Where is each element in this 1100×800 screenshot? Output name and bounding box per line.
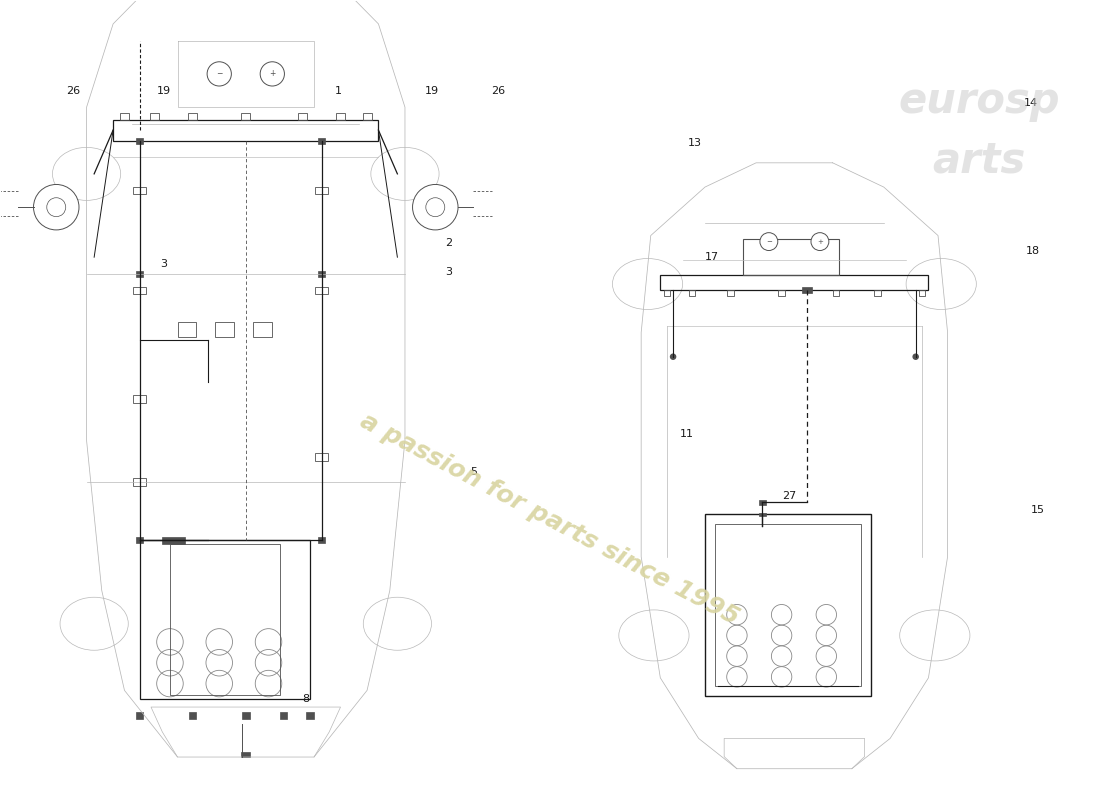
Text: −: −: [766, 238, 772, 245]
Circle shape: [760, 233, 778, 250]
Bar: [135, 138, 143, 143]
Text: 13: 13: [688, 138, 702, 148]
Text: 17: 17: [705, 251, 719, 262]
Bar: [833, 290, 839, 296]
Text: +: +: [817, 238, 823, 245]
Bar: [279, 711, 287, 719]
Circle shape: [913, 354, 918, 359]
Bar: [759, 499, 766, 505]
Bar: [242, 711, 250, 719]
Text: 8: 8: [301, 694, 309, 704]
Text: arts: arts: [933, 140, 1025, 182]
Text: 5: 5: [470, 466, 476, 477]
Bar: [802, 287, 812, 294]
Bar: [241, 753, 251, 757]
Text: 19: 19: [425, 86, 439, 97]
Text: +: +: [270, 70, 275, 78]
Bar: [318, 538, 326, 543]
Text: 26: 26: [66, 86, 80, 97]
Text: 3: 3: [446, 267, 452, 278]
Bar: [705, 514, 871, 696]
Text: 27: 27: [782, 490, 796, 501]
Text: 3: 3: [161, 259, 167, 270]
Bar: [660, 275, 928, 290]
Circle shape: [207, 62, 231, 86]
Bar: [135, 711, 143, 719]
Bar: [133, 478, 146, 486]
Bar: [727, 290, 734, 296]
Bar: [336, 113, 345, 120]
Bar: [133, 286, 146, 294]
Bar: [779, 290, 784, 296]
Bar: [318, 138, 326, 143]
Bar: [120, 113, 129, 120]
Bar: [874, 290, 881, 296]
Bar: [241, 113, 251, 120]
Bar: [188, 113, 197, 120]
Bar: [163, 537, 185, 544]
Bar: [298, 113, 307, 120]
Bar: [113, 120, 378, 141]
Text: 19: 19: [156, 86, 170, 97]
Text: 15: 15: [1032, 505, 1045, 515]
Text: 14: 14: [1023, 98, 1037, 109]
Bar: [189, 711, 197, 719]
Bar: [253, 322, 273, 337]
Text: 26: 26: [492, 86, 506, 97]
Bar: [133, 186, 146, 194]
Bar: [759, 513, 766, 516]
Circle shape: [261, 62, 285, 86]
Circle shape: [33, 185, 79, 230]
Circle shape: [412, 185, 458, 230]
Circle shape: [671, 354, 675, 359]
Bar: [135, 538, 143, 543]
Circle shape: [811, 233, 829, 250]
Bar: [177, 322, 197, 337]
Bar: [151, 113, 160, 120]
Bar: [135, 271, 143, 277]
Bar: [315, 454, 329, 461]
Bar: [307, 711, 314, 719]
Text: eurosp: eurosp: [899, 80, 1059, 122]
Bar: [216, 322, 234, 337]
Text: −: −: [216, 70, 222, 78]
Text: 2: 2: [446, 238, 452, 248]
Bar: [133, 395, 146, 402]
Bar: [140, 541, 310, 698]
Bar: [689, 290, 695, 296]
Bar: [170, 544, 279, 695]
Text: 18: 18: [1025, 246, 1040, 256]
Bar: [715, 524, 861, 686]
Bar: [315, 286, 329, 294]
Bar: [363, 113, 372, 120]
Bar: [918, 290, 925, 296]
Text: a passion for parts since 1995: a passion for parts since 1995: [356, 409, 744, 630]
Bar: [315, 186, 329, 194]
Text: 1: 1: [334, 86, 342, 96]
Bar: [663, 290, 670, 296]
Text: 11: 11: [680, 430, 694, 439]
Bar: [744, 238, 839, 275]
Bar: [318, 271, 326, 277]
